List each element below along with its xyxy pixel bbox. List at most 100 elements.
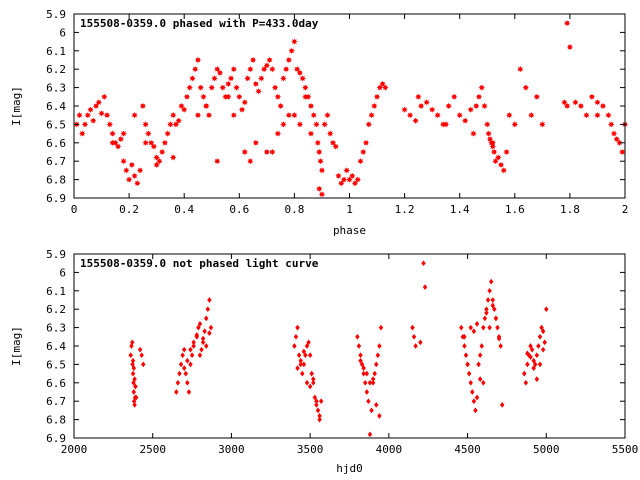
data-point: [329, 139, 337, 146]
data-point: [492, 158, 499, 165]
data-point: [291, 38, 298, 45]
data-point: [130, 339, 135, 346]
data-point: [375, 352, 381, 359]
data-point: [354, 176, 361, 183]
data-point: [263, 148, 271, 156]
x-tick-label: 0.2: [119, 203, 139, 216]
data-point: [185, 379, 190, 386]
data-point: [358, 352, 363, 359]
data-point: [332, 143, 339, 150]
y-tick-label: 6: [59, 26, 66, 39]
data-point: [523, 379, 529, 386]
data-point: [539, 121, 546, 128]
data-point: [230, 66, 237, 73]
data-point: [364, 389, 370, 395]
data-point: [317, 416, 322, 423]
data-point: [539, 324, 544, 331]
data-point: [522, 370, 527, 377]
data-point: [216, 69, 224, 77]
data-point: [109, 130, 116, 137]
data-point: [368, 112, 375, 119]
data-point: [376, 84, 383, 91]
x-tick-label: 0.4: [174, 203, 194, 216]
data-point: [300, 370, 305, 377]
data-point: [310, 112, 317, 119]
data-point: [506, 112, 513, 119]
data-point: [233, 84, 240, 91]
data-point: [566, 43, 574, 51]
data-point: [311, 376, 316, 382]
data-point: [192, 66, 199, 73]
data-point: [423, 99, 430, 106]
data-point: [315, 407, 321, 414]
data-point: [156, 158, 163, 165]
data-point: [412, 117, 419, 124]
data-point: [142, 121, 149, 128]
data-point: [197, 321, 203, 327]
data-point: [247, 66, 254, 73]
data-point: [189, 75, 196, 82]
data-point: [188, 361, 193, 368]
data-point: [182, 346, 187, 353]
data-point: [493, 315, 499, 322]
data-point: [360, 148, 367, 156]
data-point: [258, 75, 265, 82]
data-point: [236, 93, 243, 100]
data-point: [183, 370, 188, 377]
data-point: [81, 121, 89, 128]
data-point: [362, 139, 370, 146]
data-point: [189, 352, 195, 359]
data-point: [177, 370, 182, 377]
data-point: [462, 343, 467, 349]
data-point: [141, 361, 146, 368]
data-point: [170, 112, 177, 119]
data-point: [208, 324, 214, 331]
data-point: [306, 339, 311, 346]
data-point: [181, 106, 188, 113]
data-point: [417, 102, 425, 110]
data-point: [476, 361, 481, 368]
data-point: [269, 148, 276, 156]
data-point: [194, 332, 199, 338]
data-point: [479, 343, 484, 349]
data-point: [296, 69, 304, 77]
data-point: [468, 379, 473, 386]
data-point: [327, 130, 334, 137]
y-tick-label: 5.9: [46, 8, 66, 21]
data-point: [317, 413, 322, 419]
data-point: [293, 333, 299, 340]
data-point: [120, 158, 127, 165]
data-point: [180, 352, 185, 359]
data-point: [285, 56, 293, 64]
data-point: [490, 297, 495, 303]
y-tick-label: 6.6: [46, 137, 66, 150]
data-point: [370, 379, 376, 386]
y-tick-label: 6.9: [46, 192, 66, 205]
y-axis-label: I[mag]: [10, 326, 23, 366]
data-point: [377, 413, 382, 419]
data-point: [365, 121, 372, 128]
x-tick-label: 0.8: [284, 203, 304, 216]
data-point: [161, 139, 169, 146]
data-point: [204, 343, 209, 349]
data-point: [318, 191, 326, 198]
data-point: [474, 321, 480, 327]
data-point: [471, 328, 477, 335]
y-tick-label: 6.5: [46, 358, 66, 371]
phased-light-curve-panel: 0 0.2 0.4 0.6 0.8 1 1.2 1.4 1.6 1.8 2 5.9 6 6.1 6.2 6.3…: [10, 8, 628, 237]
data-point: [321, 121, 328, 128]
data-point: [349, 172, 356, 180]
x-tick-label: 1.6: [505, 203, 525, 216]
data-point: [314, 402, 319, 408]
data-point: [473, 407, 478, 414]
data-point: [318, 398, 324, 405]
x-tick-label: 2500: [139, 443, 166, 456]
data-point: [202, 328, 207, 335]
data-point: [101, 93, 108, 100]
data-point: [462, 117, 469, 124]
data-point: [274, 130, 282, 137]
data-point: [529, 346, 535, 353]
data-point: [207, 297, 212, 303]
data-point: [311, 379, 316, 386]
